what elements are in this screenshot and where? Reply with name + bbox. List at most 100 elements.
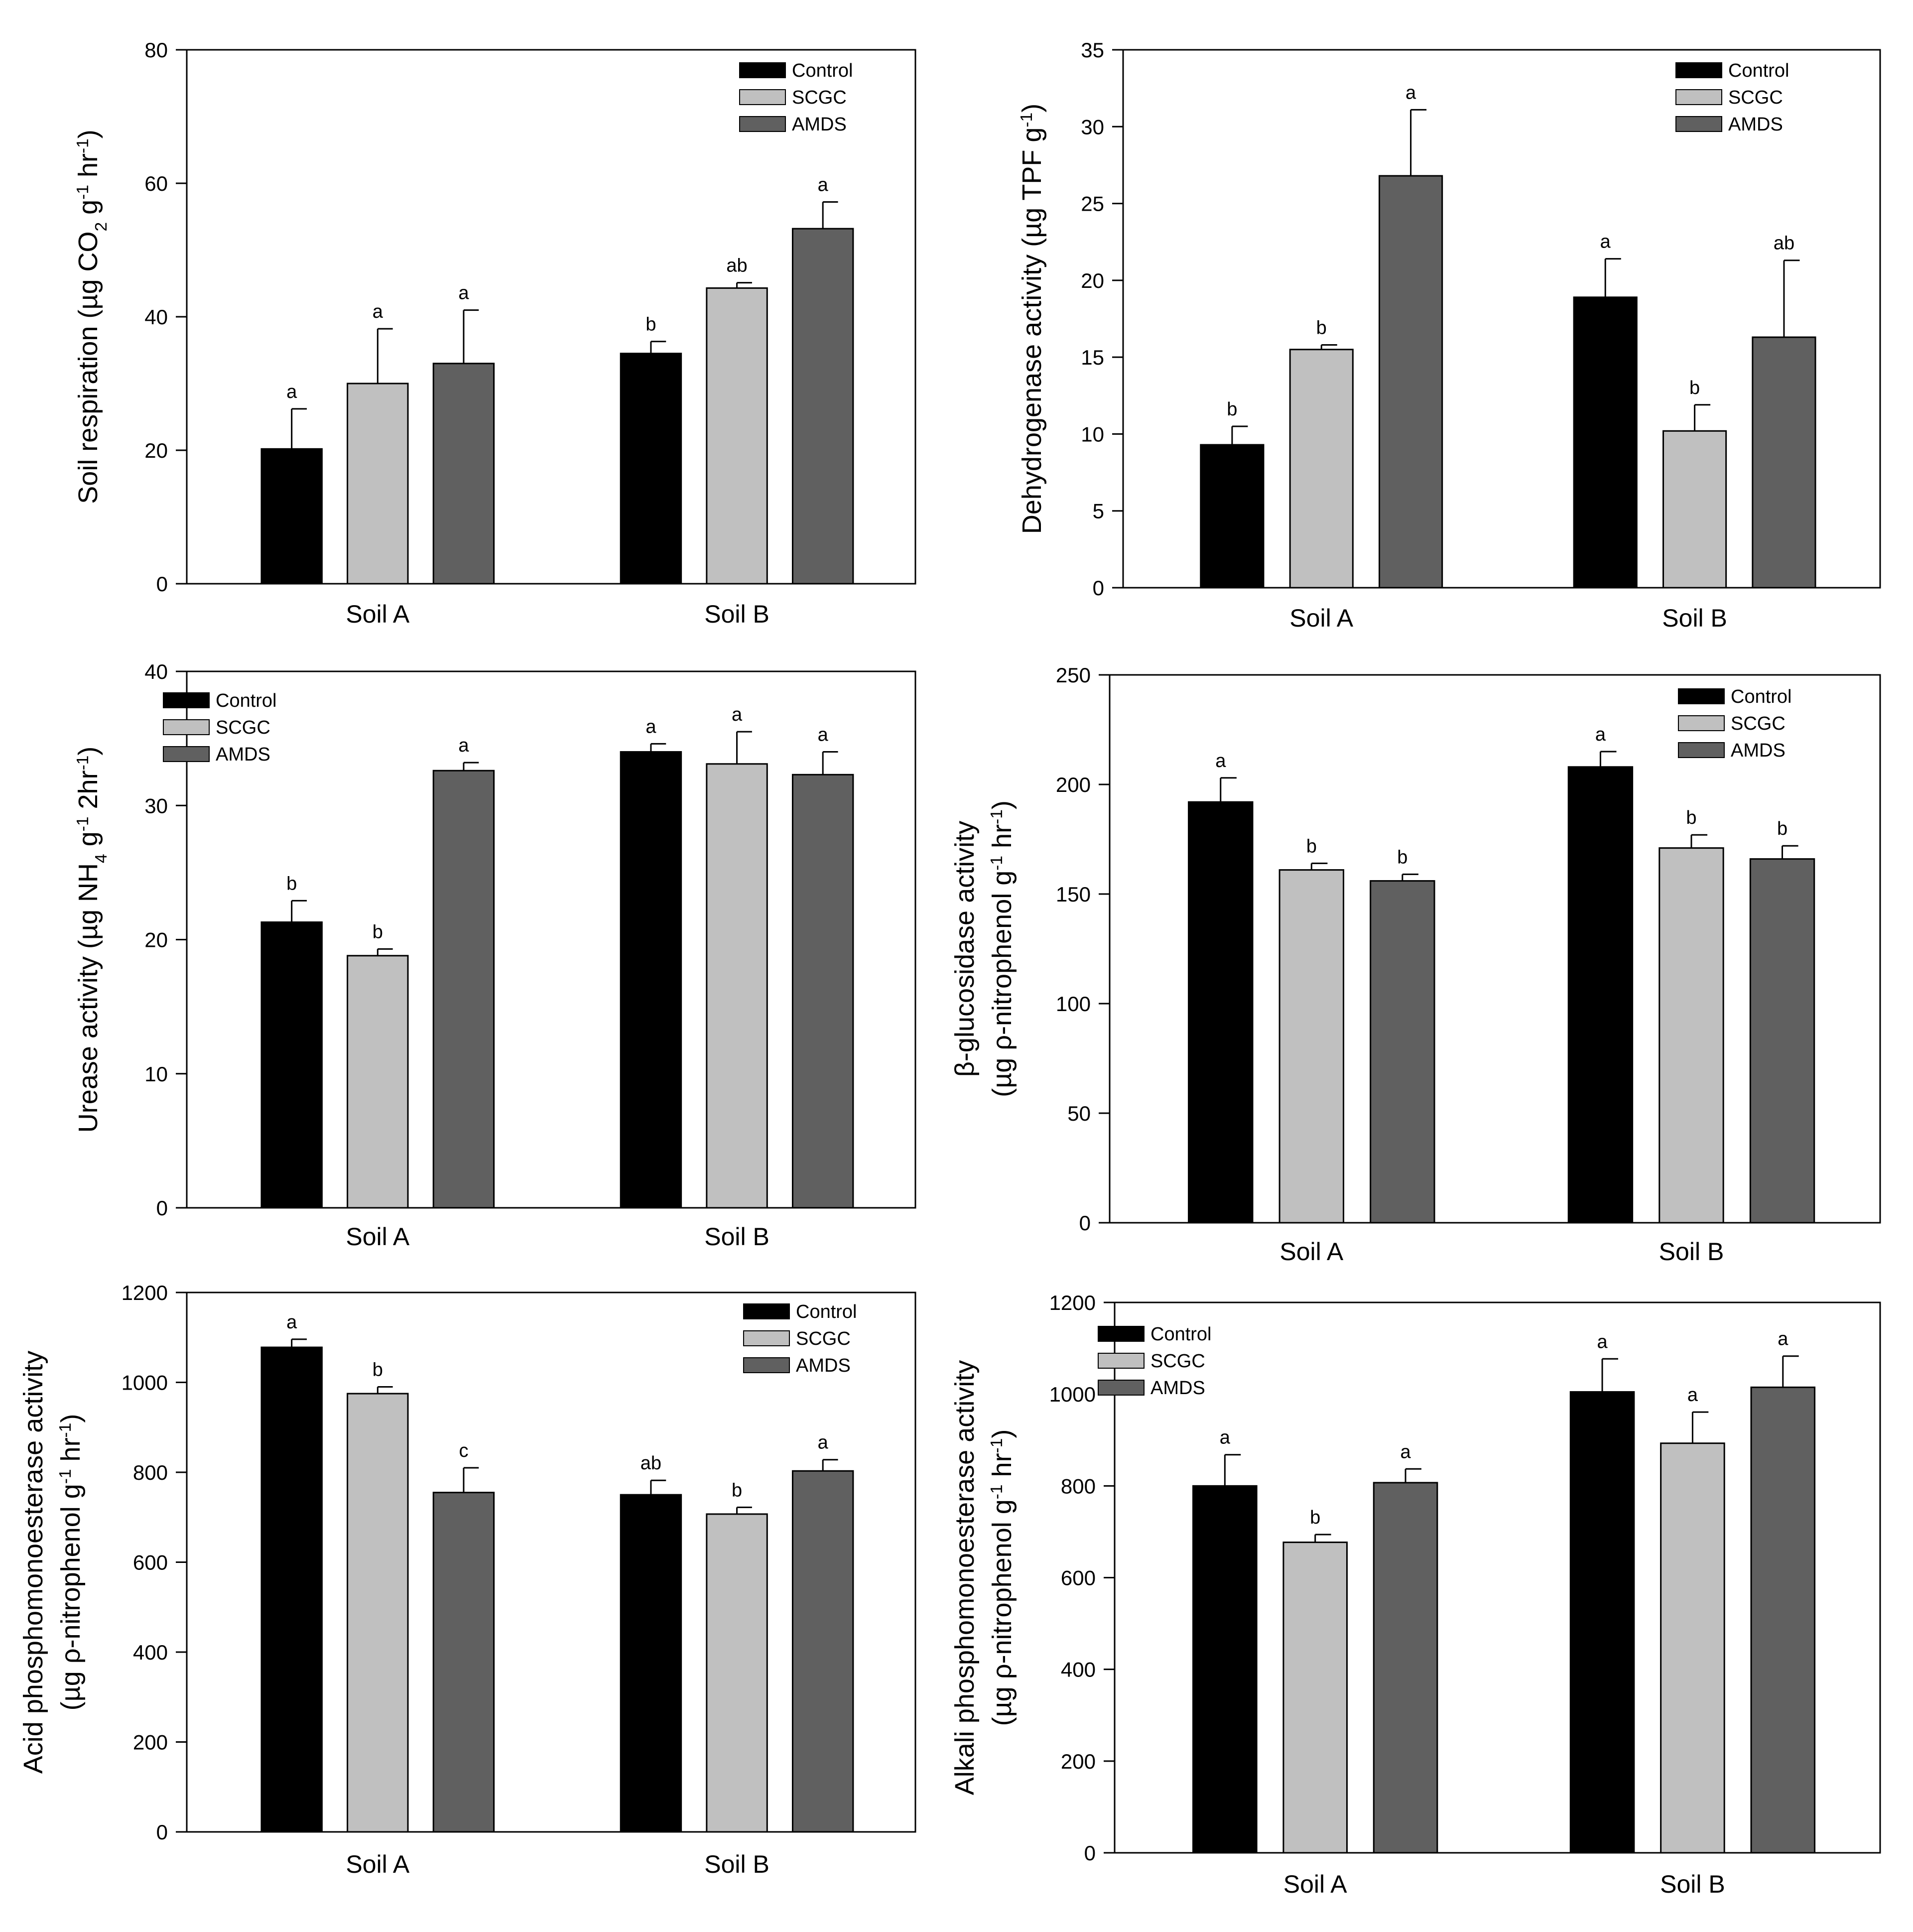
legend-swatch-amds — [1098, 1380, 1145, 1396]
legend-label-scgc: SCGC — [792, 87, 847, 108]
y-tick-label: 200 — [133, 1731, 168, 1754]
legend-label-amds: AMDS — [796, 1355, 851, 1376]
significance-letter: a — [458, 735, 469, 756]
significance-letter: b — [1316, 317, 1327, 338]
y-axis-label-2: (µg ρ-nitrophenol g-1 hr-1) — [987, 800, 1017, 1097]
legend-label-control: Control — [1731, 686, 1792, 707]
y-tick-label: 150 — [1056, 883, 1091, 906]
significance-letter: a — [818, 175, 829, 196]
significance-letter: ab — [726, 256, 747, 276]
significance-letter: b — [645, 314, 656, 335]
y-tick-label: 0 — [156, 1196, 168, 1220]
significance-letter: a — [1778, 1329, 1788, 1350]
y-axis-label: Urease activity (µg NH4 g-1 2hr-1) — [73, 747, 111, 1133]
legend-label-amds: AMDS — [1728, 114, 1783, 135]
category-label: Soil B — [704, 1850, 769, 1878]
category-label: Soil B — [704, 600, 769, 628]
significance-letter: b — [732, 1480, 742, 1501]
y-axis-label: β-glucosidase activity — [950, 821, 980, 1077]
legend-swatch-control — [743, 1303, 790, 1319]
bar-scgc-soil-a — [347, 383, 409, 585]
y-axis-label: Alkali phosphomonoesterase activity — [950, 1360, 980, 1795]
y-tick-label: 50 — [1067, 1102, 1091, 1125]
y-tick-label: 5 — [1093, 500, 1104, 523]
legend-swatch-control — [1675, 62, 1722, 78]
significance-letter: a — [1220, 1427, 1231, 1448]
significance-letter: b — [373, 921, 383, 942]
panel-beta-glucosidase: 0 50 100 150 200 250 β-glucosidase activity (µg… — [950, 663, 1881, 1266]
bar-scgc-soil-a — [1278, 869, 1345, 1224]
bar-scgc-soil-b — [1658, 847, 1724, 1224]
category-label: Soil B — [1662, 604, 1727, 632]
category-label: Soil A — [1289, 604, 1354, 632]
legend-label-scgc: SCGC — [1731, 713, 1785, 734]
bar-scgc-soil-a — [347, 1393, 409, 1833]
y-tick-label: 200 — [1061, 1750, 1096, 1773]
bar-control-soil-a — [1188, 801, 1254, 1224]
significance-letter: a — [1405, 82, 1416, 103]
category-label: Soil B — [1660, 1870, 1725, 1898]
legend-swatch-control — [739, 62, 786, 78]
significance-letter: b — [1397, 847, 1407, 868]
significance-letter: a — [818, 725, 829, 746]
y-tick-label: 0 — [156, 572, 168, 596]
y-tick-label: 35 — [1081, 38, 1104, 62]
legend-label-scgc: SCGC — [216, 717, 270, 738]
bar-control-soil-a — [260, 921, 323, 1209]
y-axis-label-2: (µg ρ-nitrophenol g-1 hr-1) — [56, 1414, 86, 1711]
y-axis-label-2: (µg ρ-nitrophenol g-1 hr-1) — [987, 1429, 1017, 1726]
significance-letter: ab — [640, 1453, 661, 1474]
panel-acid-phosphomonoesterase: 0 200 400 600 800 1000 1200 Acid phosphomonoest… — [18, 1281, 916, 1878]
legend-label-control: Control — [1150, 1324, 1212, 1345]
significance-letter: a — [818, 1432, 829, 1453]
bar-control-soil-a — [260, 1346, 323, 1833]
y-tick-label: 1000 — [122, 1371, 168, 1395]
bar-scgc-soil-a — [1282, 1542, 1348, 1854]
bar-amds-soil-b — [1750, 1386, 1816, 1854]
y-tick-label: 200 — [1056, 773, 1091, 796]
category-label: Soil A — [346, 600, 410, 628]
bar-control-soil-a — [260, 448, 323, 585]
category-label: Soil A — [346, 1850, 410, 1878]
category-label: Soil A — [346, 1223, 410, 1251]
bar-scgc-soil-b — [706, 763, 768, 1209]
legend-swatch-control — [1098, 1326, 1145, 1342]
significance-letter: c — [459, 1440, 468, 1461]
category-label: Soil B — [704, 1223, 769, 1251]
bar-scgc-soil-a — [347, 955, 409, 1209]
legend-swatch-scgc — [739, 89, 786, 105]
y-axis-label: Soil respiration (µg CO2 g-1 hr-1) — [73, 129, 111, 504]
y-tick-label: 1200 — [122, 1281, 168, 1304]
plot-frame — [1109, 674, 1881, 1224]
y-tick-label: 30 — [1081, 115, 1104, 138]
bar-amds-soil-a — [432, 1492, 495, 1833]
significance-letter: a — [732, 704, 743, 725]
y-tick-label: 100 — [1056, 992, 1091, 1016]
legend-label-amds: AMDS — [216, 744, 270, 765]
bar-amds-soil-a — [1379, 175, 1443, 589]
y-tick-label: 30 — [144, 794, 168, 817]
significance-letter: a — [286, 382, 297, 402]
bar-amds-soil-b — [791, 1470, 854, 1833]
bar-control-soil-b — [1573, 296, 1638, 589]
significance-letter: b — [1310, 1507, 1320, 1528]
y-tick-label: 250 — [1056, 663, 1091, 687]
legend-swatch-scgc — [1678, 715, 1725, 731]
y-tick-label: 600 — [1061, 1566, 1096, 1590]
bar-control-soil-b — [620, 353, 682, 585]
y-tick-label: 20 — [144, 928, 168, 952]
y-tick-label: 15 — [1081, 346, 1104, 369]
significance-letter: a — [1595, 724, 1606, 745]
legend-label-control: Control — [792, 60, 853, 81]
y-tick-label: 1000 — [1049, 1383, 1096, 1406]
significance-letter: a — [1215, 751, 1226, 772]
y-tick-label: 0 — [1079, 1211, 1091, 1235]
significance-letter: a — [458, 283, 469, 304]
legend-swatch-amds — [743, 1357, 790, 1373]
significance-letter: a — [1400, 1441, 1411, 1462]
bar-amds-soil-b — [791, 773, 854, 1209]
legend-label-amds: AMDS — [1150, 1378, 1205, 1399]
legend-swatch-scgc — [1098, 1353, 1145, 1369]
bar-amds-soil-b — [1749, 858, 1815, 1224]
category-label: Soil B — [1659, 1238, 1724, 1266]
